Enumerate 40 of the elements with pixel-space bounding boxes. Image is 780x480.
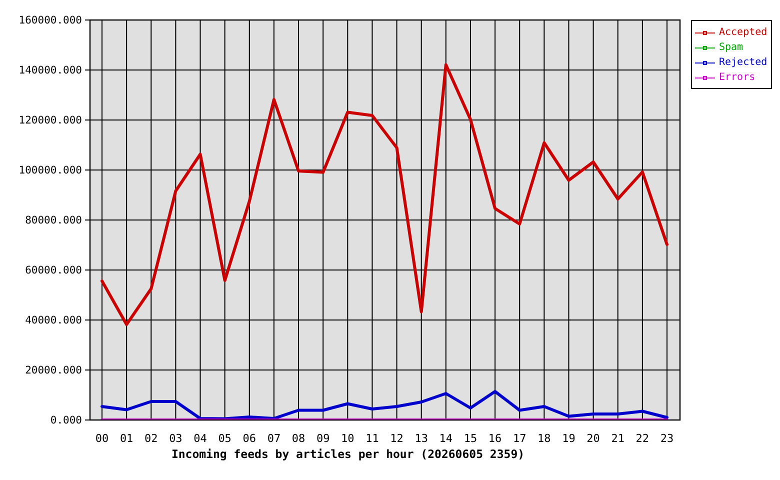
x-tick-label: 15 (464, 432, 478, 445)
x-tick-label: 21 (611, 432, 624, 445)
x-tick-label: 01 (120, 432, 134, 445)
line-series (100, 390, 668, 420)
x-axis-title: Incoming feeds by articles per hour (20260605 2359) (171, 447, 525, 461)
x-tick-label: 06 (242, 432, 256, 445)
y-tick-label: 40000.000 (25, 314, 82, 327)
x-tick-label: 02 (144, 432, 158, 445)
x-tick-label: 16 (488, 432, 502, 445)
y-tick-label: 0.000 (50, 414, 82, 427)
legend-label: Rejected (719, 57, 768, 68)
x-tick-label: 12 (390, 432, 404, 445)
legend-label: Spam (719, 42, 744, 53)
y-tick-label: 120000.000 (18, 114, 82, 127)
y-tick-label: 100000.000 (18, 164, 82, 177)
x-tick-label: 11 (366, 432, 379, 445)
x-tick-label: 22 (636, 432, 650, 445)
x-tick-label: 03 (169, 432, 182, 445)
y-tick-label: 140000.000 (18, 64, 82, 77)
y-tick-label: 160000.000 (18, 14, 82, 27)
y-tick-label: 20000.000 (25, 364, 82, 377)
x-tick-label: 10 (341, 432, 354, 445)
x-tick-label: 07 (267, 432, 281, 445)
x-tick-label: 20 (586, 432, 600, 445)
x-tick-label: 04 (194, 432, 208, 445)
line-series (100, 63, 668, 326)
y-tick-label: 80000.000 (25, 214, 82, 227)
x-tick-label: 23 (660, 432, 674, 445)
x-tick-label: 08 (292, 432, 306, 445)
x-tick-label: 14 (439, 432, 453, 445)
x-tick-label: 09 (316, 432, 330, 445)
y-tick-label: 60000.000 (25, 264, 82, 277)
x-tick-label: 17 (512, 432, 526, 445)
x-tick-label: 00 (95, 432, 109, 445)
legend-label: Accepted (719, 27, 768, 38)
x-tick-label: 05 (218, 432, 232, 445)
x-tick-label: 13 (414, 432, 428, 445)
x-tick-label: 19 (562, 432, 576, 445)
legend-label: Errors (719, 72, 756, 83)
x-tick-label: 18 (538, 432, 551, 445)
